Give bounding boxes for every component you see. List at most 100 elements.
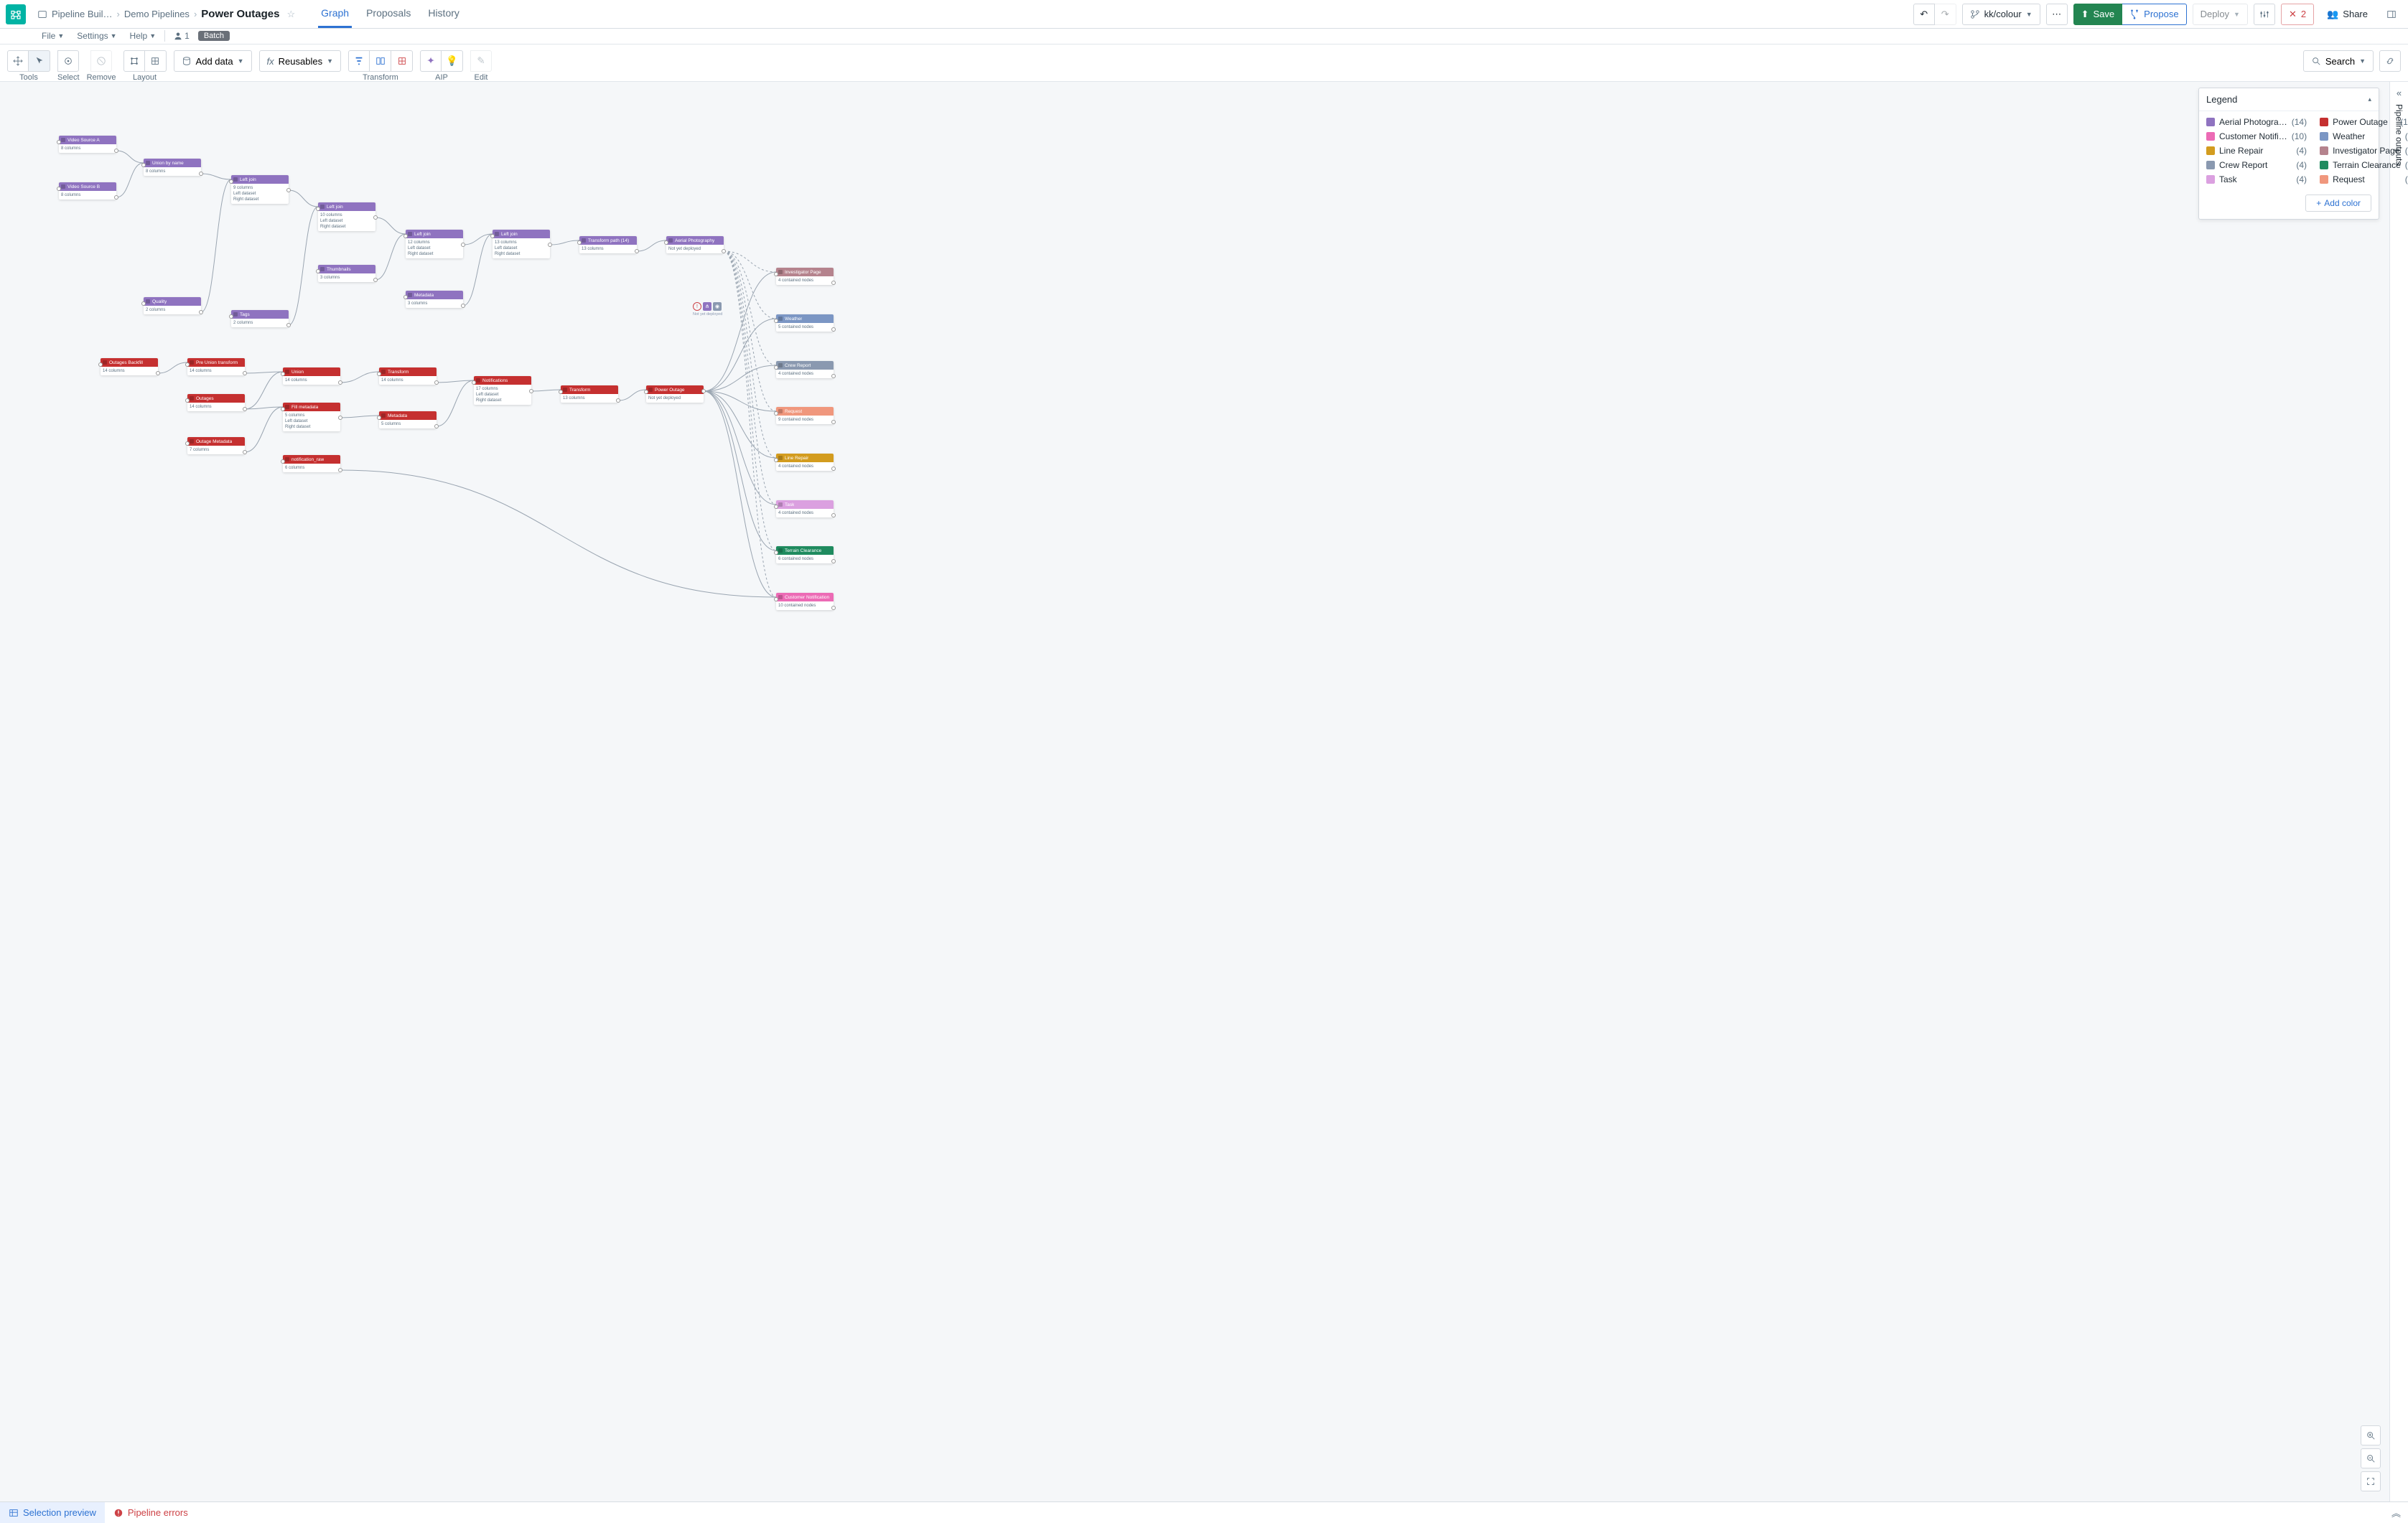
- transform-3-tool[interactable]: [391, 50, 413, 72]
- graph-node[interactable]: Thumbnails3 columns: [318, 265, 375, 282]
- legend-item[interactable]: Weather(5): [2315, 130, 2408, 143]
- graph-node[interactable]: Outage Metadata7 columns: [187, 437, 245, 454]
- tab-proposals[interactable]: Proposals: [363, 0, 414, 28]
- breadcrumb-level-1[interactable]: Pipeline Buil…: [52, 9, 113, 19]
- transform-1-tool[interactable]: [348, 50, 370, 72]
- graph-node[interactable]: Metadata5 columns: [379, 411, 437, 428]
- graph-node[interactable]: Terrain Clearance6 contained nodes: [776, 546, 834, 563]
- star-icon[interactable]: ☆: [286, 9, 295, 20]
- graph-node[interactable]: Union by name8 columns: [144, 159, 201, 176]
- error-icon: [113, 1508, 123, 1518]
- aip-bulb-tool[interactable]: 💡: [442, 50, 463, 72]
- move-tool[interactable]: [7, 50, 29, 72]
- file-menu[interactable]: File ▼: [37, 29, 68, 42]
- graph-node[interactable]: Power OutageNot yet deployed: [646, 385, 704, 403]
- graph-node[interactable]: Transform14 columns: [379, 367, 437, 385]
- settings-menu[interactable]: Settings ▼: [73, 29, 121, 42]
- graph-node[interactable]: Customer Notification10 contained nodes: [776, 593, 834, 610]
- layout-grid-tool[interactable]: [145, 50, 167, 72]
- graph-node[interactable]: Line Repair4 contained nodes: [776, 454, 834, 471]
- reusables-label: Reusables: [279, 56, 322, 67]
- graph-node[interactable]: Task4 contained nodes: [776, 500, 834, 517]
- graph-node[interactable]: Outages14 columns: [187, 394, 245, 411]
- graph-node[interactable]: Request9 contained nodes: [776, 407, 834, 424]
- expand-bottom-icon[interactable]: ︽: [2384, 1506, 2408, 1519]
- settings-sliders-button[interactable]: [2254, 4, 2275, 25]
- propose-button[interactable]: Propose: [2122, 4, 2186, 25]
- graph-node[interactable]: Outages Backfill14 columns: [101, 358, 158, 375]
- graph-node[interactable]: Notifications17 columnsLeft datasetRight…: [474, 376, 531, 405]
- undo-button[interactable]: ↶: [1913, 4, 1935, 25]
- tab-history[interactable]: History: [425, 0, 462, 28]
- zoom-out-button[interactable]: [2361, 1448, 2381, 1468]
- legend-item[interactable]: Task(4): [2202, 173, 2311, 186]
- graph-node[interactable]: Weather5 contained nodes: [776, 314, 834, 332]
- graph-node[interactable]: Quality2 columns: [144, 297, 201, 314]
- legend-item[interactable]: Request(9): [2315, 173, 2408, 186]
- zoom-in-button[interactable]: [2361, 1425, 2381, 1445]
- share-button[interactable]: 👥 Share: [2320, 4, 2375, 25]
- graph-node[interactable]: Video Source A8 columns: [59, 136, 116, 153]
- graph-node[interactable]: Pre Union transform14 columns: [187, 358, 245, 375]
- edit-tool[interactable]: ✎: [470, 50, 492, 72]
- legend-item[interactable]: Crew Report(4): [2202, 159, 2311, 172]
- legend-item[interactable]: Investigator Page(4): [2315, 144, 2408, 157]
- redo-button[interactable]: ↷: [1935, 4, 1956, 25]
- select-target-tool[interactable]: [57, 50, 79, 72]
- graph-node[interactable]: Fill metadata5 columnsLeft datasetRight …: [283, 403, 340, 431]
- graph-node[interactable]: Crew Report4 contained nodes: [776, 361, 834, 378]
- deploy-button[interactable]: Deploy ▼: [2193, 4, 2248, 25]
- graph-node[interactable]: Union14 columns: [283, 367, 340, 385]
- legend-item[interactable]: Aerial Photogra…(14): [2202, 116, 2311, 128]
- reusables-button[interactable]: fx Reusables ▼: [259, 50, 341, 72]
- graph-node[interactable]: Metadata3 columns: [406, 291, 463, 308]
- pipeline-errors-tab[interactable]: Pipeline errors: [105, 1502, 197, 1523]
- help-menu[interactable]: Help ▼: [126, 29, 161, 42]
- chevron-right-icon: ›: [194, 9, 197, 19]
- collapse-rail-icon[interactable]: «: [2397, 88, 2402, 98]
- graph-node[interactable]: Left join10 columnsLeft datasetRight dat…: [318, 202, 375, 231]
- breadcrumb-current: Power Outages: [201, 8, 279, 20]
- zoom-fit-button[interactable]: [2361, 1471, 2381, 1491]
- graph-node[interactable]: Video Source B8 columns: [59, 182, 116, 200]
- errors-button[interactable]: ✕ 2: [2281, 4, 2314, 25]
- toolbar: Tools Select Remove Layout Add data ▼ fx…: [0, 44, 2408, 82]
- breadcrumb-level-2[interactable]: Demo Pipelines: [124, 9, 190, 19]
- layout-auto-tool[interactable]: [123, 50, 145, 72]
- search-button[interactable]: Search ▼: [2303, 50, 2374, 72]
- branch-selector[interactable]: kk/colour ▼: [1962, 4, 2040, 25]
- legend-item[interactable]: Terrain Clearance(6): [2315, 159, 2408, 172]
- aux-icon-group[interactable]: ! ⋔ ◉: [693, 302, 722, 311]
- graph-node[interactable]: notification_raw6 columns: [283, 455, 340, 472]
- legend-item[interactable]: Line Repair(4): [2202, 144, 2311, 157]
- add-color-button[interactable]: + Add color: [2305, 195, 2371, 212]
- panel-toggle-button[interactable]: [2381, 4, 2402, 25]
- tab-graph[interactable]: Graph: [318, 0, 352, 28]
- graph-canvas[interactable]: Video Source A8 columns Video Source B8 c…: [0, 82, 2408, 1501]
- pointer-tool[interactable]: [29, 50, 50, 72]
- save-button[interactable]: ⬆ Save: [2073, 4, 2123, 25]
- graph-node[interactable]: Left join12 columnsLeft datasetRight dat…: [406, 230, 463, 258]
- graph-node[interactable]: Aerial PhotographyNot yet deployed: [666, 236, 724, 253]
- graph-node[interactable]: Investigator Page4 contained nodes: [776, 268, 834, 285]
- layout-block: Layout: [123, 50, 167, 82]
- transform-2-tool[interactable]: [370, 50, 391, 72]
- legend-item-count: (12): [2400, 117, 2408, 127]
- app-logo[interactable]: [6, 4, 26, 24]
- selection-preview-tab[interactable]: Selection preview: [0, 1502, 105, 1523]
- aip-sparkle-tool[interactable]: ✦: [420, 50, 442, 72]
- graph-node[interactable]: Transform path (14)13 columns: [579, 236, 637, 253]
- add-data-button[interactable]: Add data ▼: [174, 50, 252, 72]
- remove-tool[interactable]: [90, 50, 112, 72]
- legend-item[interactable]: Power Outage(12): [2315, 116, 2408, 128]
- legend-item-count: (10): [2292, 131, 2307, 141]
- link-tool[interactable]: [2379, 50, 2401, 72]
- graph-node[interactable]: Transform13 columns: [561, 385, 618, 403]
- graph-node[interactable]: Left join9 columnsLeft datasetRight data…: [231, 175, 289, 204]
- graph-node[interactable]: Tags2 columns: [231, 310, 289, 327]
- more-button[interactable]: ⋯: [2046, 4, 2068, 25]
- graph-node[interactable]: Left join13 columnsLeft datasetRight dat…: [493, 230, 550, 258]
- legend-item[interactable]: Customer Notifi…(10): [2202, 130, 2311, 143]
- users-indicator[interactable]: 1: [169, 29, 194, 42]
- collapse-legend-icon[interactable]: ▴: [2368, 95, 2371, 103]
